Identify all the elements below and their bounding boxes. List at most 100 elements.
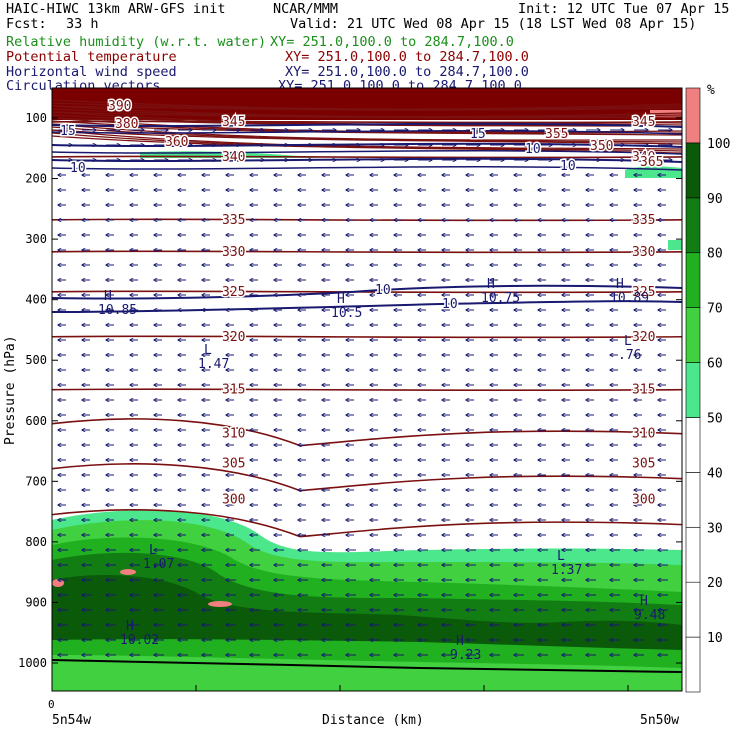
theta-label: 320 xyxy=(632,330,655,345)
wind-contour-line xyxy=(52,122,682,128)
wind-contour-line xyxy=(52,157,682,163)
colorbar-label: 10 xyxy=(707,631,723,646)
theta-label: 325 xyxy=(632,285,655,300)
y-tick-label: 300 xyxy=(25,232,47,246)
theta-contour-line xyxy=(52,463,682,492)
upper-rh-50-edge xyxy=(668,240,682,250)
theta-upper-line xyxy=(52,111,682,119)
wind-contour-label: 10 xyxy=(525,142,541,157)
colorbar-swatch xyxy=(685,636,701,693)
theta-label: 335 xyxy=(222,213,245,228)
wind-extremum-symbol: H xyxy=(640,594,648,609)
rh-patch-100-b xyxy=(120,569,136,575)
theta-label: 330 xyxy=(222,245,245,260)
y-tick-label: 600 xyxy=(25,414,47,428)
x-origin-label: 0 xyxy=(48,698,55,711)
wind-extremum-symbol: H xyxy=(487,277,495,292)
wind-contour-label: 10 xyxy=(560,159,576,174)
theta-label: 345 xyxy=(632,115,655,130)
theta-label: 305 xyxy=(222,457,245,472)
y-tick-label: 900 xyxy=(25,595,47,609)
colorbar-label: 70 xyxy=(707,302,723,317)
wind-extremum-symbol: L xyxy=(557,549,565,564)
colorbar-swatch xyxy=(685,142,701,199)
x-axis-title: Distance (km) xyxy=(322,713,424,728)
theta-contour-line xyxy=(52,418,682,447)
wind-extremum-value: 10.5 xyxy=(331,306,362,321)
wind-extremum-symbol: L xyxy=(624,334,632,349)
plot-frame xyxy=(51,87,683,692)
x-axis xyxy=(51,685,629,691)
theta-label: 305 xyxy=(632,457,655,472)
y-tick-label: 800 xyxy=(25,535,47,549)
theta-upper-label: 390 xyxy=(108,99,131,114)
field-rh-name: Relative humidity (w.r.t. water) xyxy=(6,34,267,50)
theta-contour-line xyxy=(52,250,682,254)
theta-label: 345 xyxy=(222,115,245,130)
x-end-label: 5n50w xyxy=(640,713,679,728)
field-wind-name: Horizontal wind speed xyxy=(6,64,177,80)
wind-contour-10 xyxy=(52,284,682,300)
theta-upper-line xyxy=(52,105,682,111)
theta-label: 310 xyxy=(632,427,655,442)
theta-label: 300 xyxy=(632,493,655,508)
colorbar-swatch xyxy=(685,526,701,583)
wind-extremum-value: 1.07 xyxy=(143,557,174,572)
wind-contour-line xyxy=(52,130,682,135)
y-tick-label: 400 xyxy=(25,293,47,307)
colorbar-swatch xyxy=(685,307,701,363)
theta-label: 325 xyxy=(222,285,245,300)
wind-extremum-symbol: H xyxy=(616,277,624,292)
circulation-vectors xyxy=(58,130,672,655)
field-wind-xy: XY= 251.0,100.0 to 284.7,100.0 xyxy=(285,64,529,80)
fcst-label: Fcst: xyxy=(6,16,47,32)
colorbar-label: 80 xyxy=(707,247,723,262)
field-rh-xy: XY= 251.0,100.0 to 284.7,100.0 xyxy=(270,34,514,50)
wind-extremum-symbol: L xyxy=(149,543,157,558)
theta-label: 335 xyxy=(632,213,655,228)
theta-contour-line xyxy=(52,120,682,124)
y-axis: 100 200 300 400 500 600 700 800 900 1000 xyxy=(18,111,682,670)
wind-extremum-value: 9.48 xyxy=(634,608,665,623)
fcst-value: 33 h xyxy=(66,16,99,32)
theta-label: 315 xyxy=(632,383,655,398)
wind-contours xyxy=(52,122,682,313)
theta-upper-label: 365 xyxy=(640,155,663,170)
y-tick-label: 700 xyxy=(25,474,47,488)
model-title: HAIC-HIWC 13km ARW-GFS init xyxy=(6,1,226,17)
field-theta-xy: XY= 251.0,100.0 to 284.7,100.0 xyxy=(285,49,529,65)
wind-extremum-symbol: H xyxy=(337,292,345,307)
contour-labels: 345 345 340 340 335 335 330 330 325 325 320 320 315 3… xyxy=(59,98,666,664)
theta-label: 320 xyxy=(222,330,245,345)
theta-upper-line xyxy=(52,123,682,136)
colorbar-label: 30 xyxy=(707,521,723,536)
wind-contour-label: 10 xyxy=(70,161,86,176)
theta-upper-line xyxy=(52,129,682,145)
theta-label: 340 xyxy=(222,150,245,165)
rh-patch-100-c xyxy=(208,601,232,607)
wind-extremum-symbol: H xyxy=(456,634,464,649)
init-time: Init: 12 UTC Tue 07 Apr 15 xyxy=(518,1,730,17)
theta-contour-line xyxy=(52,155,682,159)
theta-label: 310 xyxy=(222,427,245,442)
wind-contour-line xyxy=(52,142,682,148)
rh-colorbar: 10 20 30 40 50 60 70 80 90 100 xyxy=(685,87,730,693)
colorbar-label: 40 xyxy=(707,466,723,481)
colorbar-label: 100 xyxy=(707,137,730,152)
theta-label: 300 xyxy=(222,493,245,508)
wind-extremum-value: 9.23 xyxy=(450,648,481,663)
colorbar-unit: % xyxy=(707,83,715,98)
wind-extremum-value: 1.47 xyxy=(198,357,229,372)
plot-area: 345 345 340 340 335 335 330 330 325 325 320 320 315 3… xyxy=(52,88,682,691)
wind-extremum-value: 10.75 xyxy=(481,291,520,306)
theta-contours xyxy=(52,99,682,538)
wind-contour-line xyxy=(52,150,682,155)
colorbar-swatch xyxy=(685,87,701,144)
y-tick-label: 200 xyxy=(25,172,47,186)
y-axis-title: Pressure (hPa) xyxy=(3,335,18,445)
valid-time: Valid: 21 UTC Wed 08 Apr 15 (18 LST Wed … xyxy=(290,16,697,32)
theta-label: 330 xyxy=(632,245,655,260)
wind-extremum-symbol: H xyxy=(126,619,134,634)
wind-extremum-value: .76 xyxy=(618,348,641,363)
